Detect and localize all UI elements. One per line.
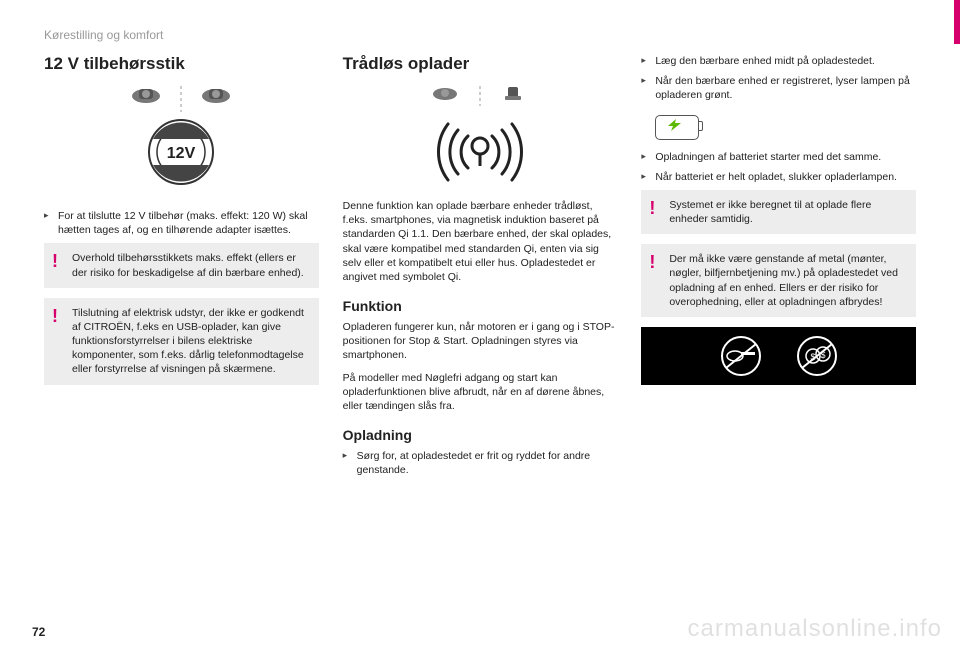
column-1: 12 V tilbehørsstik [44,54,319,483]
col1-bullet-1: For at tilslutte 12 V tilbehør (maks. ef… [44,209,319,237]
col3-b3: Opladningen af batteriet starter med det… [641,150,916,164]
col1-warning-2-text: Tilslutning af elektrisk udstyr, der ikk… [72,307,304,376]
column-3: Læg den bærbare enhed midt på opladested… [641,54,916,483]
page-number: 72 [32,625,45,639]
col3-warning-2-text: Der må ikke være genstande af metal (møn… [669,253,898,308]
section-label: Kørestilling og komfort [44,28,916,42]
warning-icon: ! [52,249,58,273]
col2-sub1-title: Funktion [343,298,618,314]
charge-indicator-illustration [641,109,916,150]
col1-warning-2: ! Tilslutning af elektrisk udstyr, der i… [44,298,319,385]
svg-text:$: $ [820,350,825,360]
col2-sub1-p2: På modeller med Nøglefri adgang og start… [343,371,618,414]
wireless-illustration [343,84,618,189]
no-metal-illustration: $ $ [641,327,916,385]
col3-warning-1: ! Systemet er ikke beregnet til at oplad… [641,190,916,234]
socket-illustration: 12V [44,84,319,199]
col3-b4: Når batteriet er helt opladet, slukker o… [641,170,916,184]
col2-sub2-b1: Sørg for, at opladestedet er frit og ryd… [343,449,618,477]
content-columns: 12 V tilbehørsstik [44,54,916,483]
col2-title: Trådløs oplader [343,54,618,74]
column-2: Trådløs oplader [343,54,618,483]
col3-warning-2: ! Der må ikke være genstande af metal (m… [641,244,916,317]
accent-bar [954,0,960,44]
watermark: carmanualsonline.info [688,615,942,643]
col3-warning-1-text: Systemet er ikke beregnet til at oplade … [669,199,871,225]
warning-icon: ! [52,304,58,328]
col2-intro: Denne funktion kan oplade bærbare enhede… [343,199,618,284]
warning-icon: ! [649,196,655,220]
col2-sub1-p1: Opladeren fungerer kun, når motoren er i… [343,320,618,363]
warning-icon: ! [649,250,655,274]
col1-warning-1-text: Overhold tilbehørsstikkets maks. effekt … [72,252,304,278]
col1-warning-1: ! Overhold tilbehørsstikkets maks. effek… [44,243,319,287]
svg-text:$: $ [810,352,815,362]
manual-page: Kørestilling og komfort 12 V tilbehørsst… [0,0,960,649]
col2-sub2-title: Opladning [343,427,618,443]
col3-b1: Læg den bærbare enhed midt på opladested… [641,54,916,68]
col3-b2: Når den bærbare enhed er registreret, ly… [641,74,916,102]
socket-12v-label: 12V [167,145,196,162]
col1-title: 12 V tilbehørsstik [44,54,319,74]
